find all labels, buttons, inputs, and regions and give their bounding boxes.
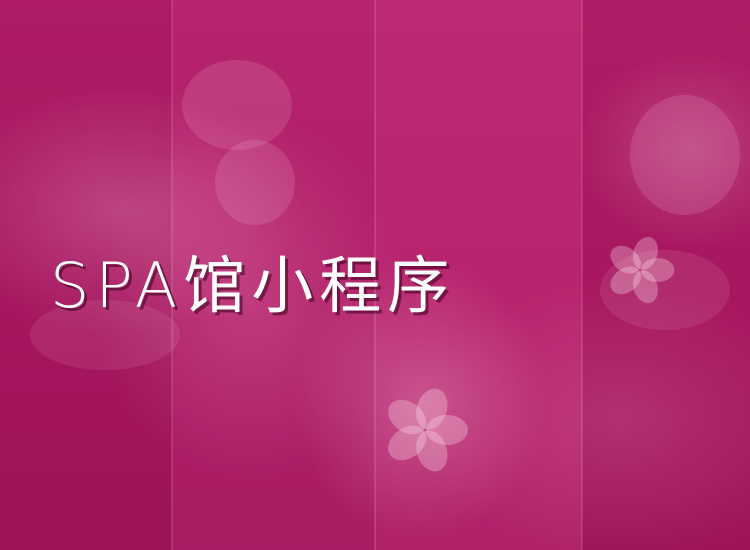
herbal-ball-shape: [215, 140, 295, 225]
photo-panel-massage-bowl: [0, 0, 172, 550]
panel-divider: [171, 0, 173, 550]
photo-panel-hand-flower: [582, 0, 750, 550]
panel-divider: [374, 0, 376, 550]
spa-bowl-shape: [600, 250, 730, 330]
banner-title: SPA馆小程序: [50, 249, 456, 322]
frangipani-flower-icon: [375, 380, 475, 480]
photo-panel-frangipani: [375, 0, 582, 550]
hand-shape: [630, 95, 740, 215]
frangipani-flower-icon: [600, 230, 680, 310]
hand-shape: [182, 60, 292, 150]
spa-bowl-shape: [30, 300, 180, 370]
panel-divider: [581, 0, 583, 550]
photo-panel-herbal-compress: [172, 0, 375, 550]
